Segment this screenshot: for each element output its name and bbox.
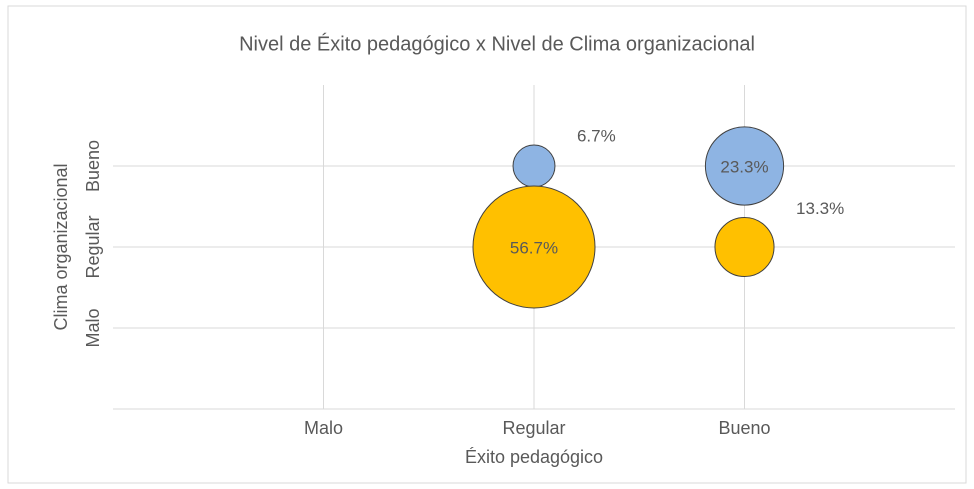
data-label: 6.7%: [577, 127, 616, 146]
y-axis-title: Clima organizacional: [51, 163, 71, 330]
x-tick-label: Bueno: [718, 418, 770, 438]
x-axis-title: Éxito pedagógico: [465, 447, 603, 467]
y-tick-label: Bueno: [83, 140, 103, 192]
bubble: [512, 144, 556, 188]
bubble: [704, 126, 785, 206]
bubble: [472, 185, 596, 309]
bubble: [714, 216, 775, 278]
y-tick-label: Regular: [83, 215, 103, 278]
x-tick-label: Malo: [304, 418, 343, 438]
data-label: 23.3%: [720, 157, 768, 176]
y-tick-label: Malo: [83, 308, 103, 347]
x-tick-label: Regular: [502, 418, 565, 438]
data-label: 56.7%: [510, 238, 558, 257]
chart-title: Nivel de Éxito pedagógico x Nivel de Cli…: [239, 32, 755, 55]
data-label: 13.3%: [796, 199, 844, 218]
